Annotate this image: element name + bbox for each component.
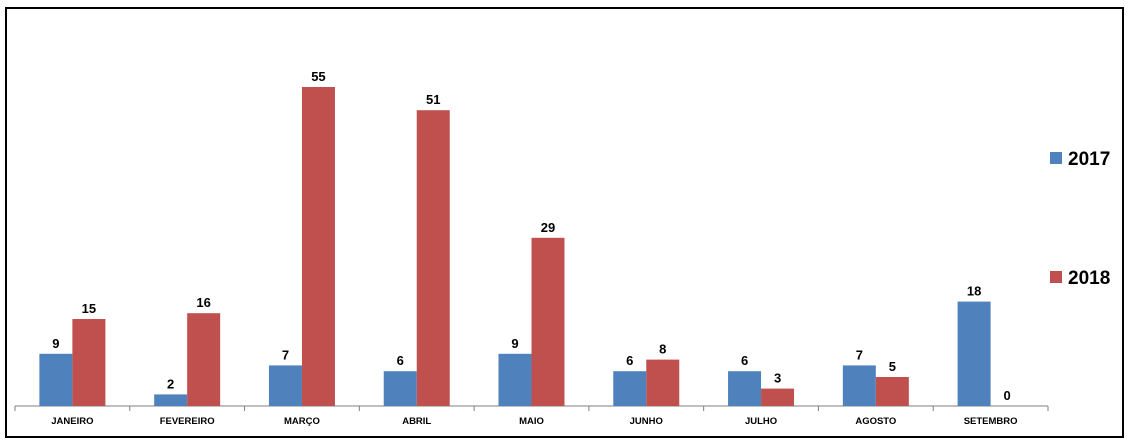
bar-2018-2: [301, 87, 335, 406]
bar-2018-5: [646, 359, 680, 406]
bar-2017-7: [842, 365, 876, 406]
chart-frame: [5, 7, 1124, 438]
data-label: 55: [311, 69, 325, 84]
x-tick-labels: JANEIRO FEVEREIRO MARÇO ABRIL MAIO JUNHO JULHO…: [51, 416, 1017, 427]
data-label: 18: [967, 284, 981, 299]
data-label: 8: [659, 342, 666, 357]
data-label: 7: [282, 347, 289, 362]
bars: [39, 87, 991, 406]
data-label: 9: [511, 336, 518, 351]
legend-swatch: [1050, 271, 1062, 283]
data-label: 29: [541, 220, 555, 235]
data-labels: 9 15 2 16 7 55 6 51 9 29 6 8 6 3 7 5 18 0: [52, 69, 1010, 403]
legend-label: 2017: [1068, 149, 1110, 170]
data-label: 9: [52, 336, 59, 351]
bar-2018-1: [187, 313, 221, 406]
bar-2017-4: [498, 353, 532, 406]
x-axis-ticks: [14, 406, 1049, 411]
x-tick-label: JUNHO: [630, 416, 663, 427]
bar-2017-5: [613, 371, 647, 406]
bar-2018-0: [72, 319, 106, 406]
legend-swatch: [1050, 152, 1062, 164]
data-label: 6: [626, 353, 633, 368]
data-label: 3: [774, 371, 781, 386]
data-label: 6: [397, 353, 404, 368]
bar-2017-2: [268, 365, 302, 406]
bar-2018-4: [531, 237, 565, 406]
x-tick-label: ABRIL: [402, 416, 431, 427]
x-tick-label: AGOSTO: [855, 416, 896, 427]
x-tick-label: SETEMBRO: [964, 416, 1018, 427]
x-tick-label: JANEIRO: [51, 416, 93, 427]
bar-2018-6: [761, 388, 795, 406]
data-label: 0: [1003, 388, 1010, 403]
data-label: 2: [167, 376, 174, 391]
bar-2017-8: [957, 301, 991, 406]
bar-2018-7: [875, 377, 909, 406]
data-label: 15: [82, 301, 96, 316]
bar-2017-6: [728, 371, 762, 406]
x-tick-label: FEVEREIRO: [160, 416, 215, 427]
bar-2017-1: [154, 394, 188, 406]
x-tick-label: MARÇO: [284, 416, 320, 427]
data-label: 5: [889, 359, 896, 374]
data-label: 7: [856, 347, 863, 362]
bar-2018-3: [416, 110, 450, 406]
data-label: 51: [426, 92, 440, 107]
legend-label: 2018: [1068, 268, 1110, 289]
data-label: 16: [196, 295, 210, 310]
x-tick-label: JULHO: [745, 416, 777, 427]
legend: 2017 2018: [1050, 149, 1110, 289]
x-tick-label: MAIO: [519, 416, 544, 427]
bar-2017-0: [39, 353, 73, 406]
bar-2017-3: [383, 371, 417, 406]
data-label: 6: [741, 353, 748, 368]
